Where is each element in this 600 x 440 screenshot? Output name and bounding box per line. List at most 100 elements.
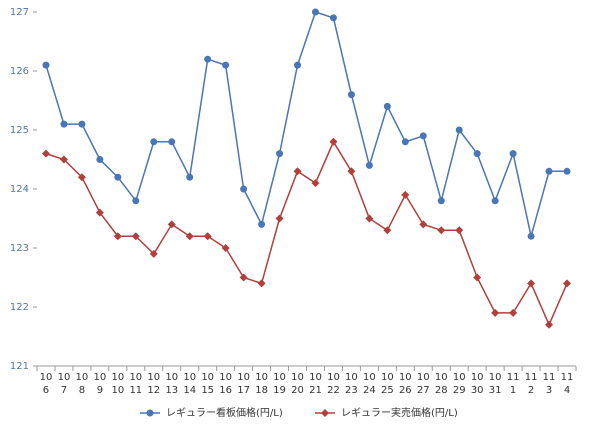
point [329,14,337,22]
y-tick-label: 123 [10,243,29,254]
point [275,214,284,223]
point [146,409,154,417]
point [311,8,319,16]
series-line [45,140,568,327]
point [365,214,374,223]
x-tick-label: 17 [237,385,250,396]
point [473,150,481,158]
x-tick-label: 10 [40,372,53,383]
x-tick-label: 10 [489,372,502,383]
x-tick-label: 30 [471,385,484,396]
x-tick-label: 10 [453,372,466,383]
x-tick-label: 21 [309,385,322,396]
point [77,173,86,182]
x-tick-label: 10 [237,372,250,383]
x-tick-label: 22 [327,385,340,396]
x-tick-label: 10 [201,372,214,383]
point [455,126,463,134]
point [491,197,499,205]
x-tick-label: 10 [255,372,268,383]
point [167,220,176,229]
x-tick-label: 10 [129,372,142,383]
x-tick-label: 10 [273,372,286,383]
x-tick-label: 18 [255,385,268,396]
x-tick-label: 9 [97,385,103,396]
y-tick-label: 124 [10,184,29,195]
x-tick-label: 10 [327,372,340,383]
point [114,173,122,181]
x-tick-label: 19 [273,385,286,396]
point [401,190,410,199]
point [204,55,212,63]
point [258,220,266,228]
point [240,185,248,193]
point [527,279,536,288]
x-tick-label: 2 [528,385,534,396]
legend-label: レギュラー実売価格(円/L) [341,406,458,419]
x-tick-label: 10 [309,372,322,383]
x-tick-label: 10 [399,372,412,383]
point [419,132,427,140]
y-tick-label: 125 [10,125,29,136]
y-tick-label: 126 [10,66,29,77]
point [257,279,266,288]
point [131,232,140,241]
point [321,409,329,417]
x-tick-label: 31 [489,385,502,396]
x-tick-label: 23 [345,385,358,396]
point [78,120,86,128]
x-tick-label: 10 [183,372,196,383]
point [347,91,355,99]
point [383,102,391,110]
point [186,173,194,181]
x-tick-label: 6 [43,385,49,396]
point [527,232,535,240]
x-tick-label: 13 [165,385,178,396]
x-tick-label: 4 [564,385,570,396]
point [311,179,320,188]
x-tick-label: 25 [381,385,394,396]
point [563,167,571,175]
point [96,156,104,163]
x-tick-label: 10 [417,372,430,383]
x-tick-label: 10 [291,372,304,383]
x-tick-label: 1 [510,385,516,396]
point [168,138,176,146]
point [41,149,50,158]
point [132,197,140,205]
x-tick-label: 15 [201,385,214,396]
point [455,226,464,235]
point [294,61,302,69]
x-tick-label: 7 [61,385,67,396]
point [113,232,122,241]
x-tick-label: 11 [525,372,538,383]
point [60,120,68,128]
x-tick-label: 10 [381,372,394,383]
y-tick-label: 121 [10,361,29,372]
x-tick-label: 11 [561,372,574,383]
x-tick-label: 10 [147,372,160,383]
x-tick-label: 10 [219,372,232,383]
x-tick-label: 28 [435,385,448,396]
point [509,308,518,317]
point [401,138,409,146]
x-tick-label: 14 [183,385,196,396]
x-tick-label: 10 [363,372,376,383]
point [276,150,284,158]
x-tick-label: 3 [546,385,552,396]
y-tick-label: 122 [10,302,29,313]
x-tick-label: 10 [58,372,71,383]
point [545,320,554,329]
x-tick-label: 8 [79,385,85,396]
x-tick-label: 10 [94,372,107,383]
x-tick-label: 10 [111,372,124,383]
point [221,244,230,252]
x-tick-label: 10 [165,372,178,383]
point [203,232,212,241]
x-tick-label: 11 [129,385,142,396]
point [347,167,356,176]
x-tick-label: 10 [435,372,448,383]
point [239,273,248,282]
x-tick-label: 11 [507,372,520,383]
